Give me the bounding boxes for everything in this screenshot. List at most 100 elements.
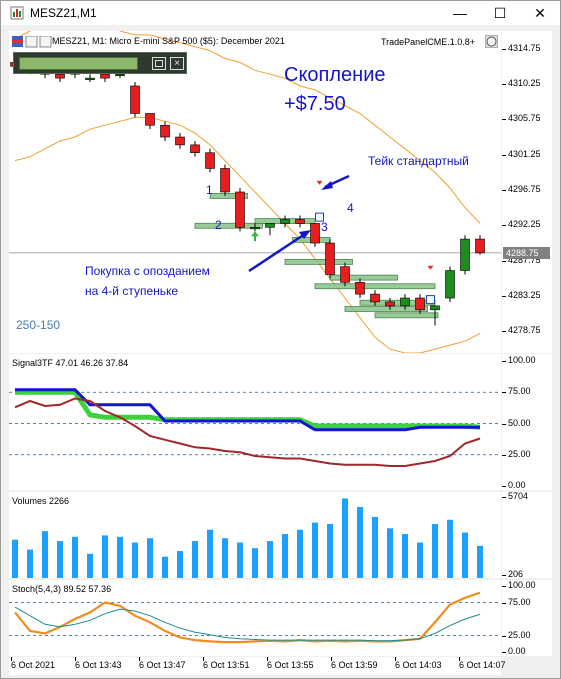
price-tick [502,296,506,298]
volume-bar[interactable] [237,542,243,578]
signal-chart[interactable] [9,354,501,490]
volume-bar[interactable] [162,556,168,578]
panel-restore-icon[interactable] [152,57,166,70]
price-tick [502,225,506,227]
level-rect [209,193,248,199]
candle-body[interactable] [265,223,275,228]
volume-bar[interactable] [342,498,348,578]
trade-mini-panel[interactable]: × [13,52,187,74]
volume-chart[interactable] [9,492,501,578]
main-chart-pane[interactable]: MESZ21, M1: Micro E-mini S&P 500 ($5): D… [9,31,501,353]
volume-bar[interactable] [12,539,18,578]
candle-body[interactable] [310,223,320,244]
annotation-profit: +$7.50 [284,93,346,115]
volume-bar[interactable] [312,522,318,578]
volume-bar[interactable] [447,519,453,578]
expert-smiley-icon [485,35,498,48]
close-button[interactable]: ✕ [534,5,546,21]
candle-body[interactable] [340,266,350,283]
candle-body[interactable] [445,270,455,299]
minimize-button[interactable]: — [453,5,467,21]
candle-body[interactable] [280,219,290,224]
signal-pane[interactable]: Signal3TF 47.01 46.26 37.84 [9,354,501,490]
volume-bar[interactable] [417,542,423,578]
volume-bar[interactable] [297,529,303,578]
trade-progress-bar [19,57,138,70]
signal-axis[interactable]: 100.00 75.00 50.00 25.00 0.00 [502,354,552,490]
stoch-chart[interactable] [9,580,501,656]
trade-icon [39,36,52,48]
volume-bar[interactable] [72,536,78,578]
maximize-button[interactable]: ☐ [493,5,507,21]
stoch-line-1 [14,591,481,644]
price-axis[interactable]: 4314.75 4310.25 4305.75 4301.25 4296.75 4292.… [502,31,552,353]
candle-body[interactable] [250,227,260,230]
candle-body[interactable] [55,73,65,79]
candle-body[interactable] [220,168,230,193]
volume-bar[interactable] [372,516,378,578]
price-tick-label: 4305.75 [508,113,541,124]
volume-bar[interactable] [222,538,228,578]
volume-bar[interactable] [192,541,198,578]
volume-bar[interactable] [432,524,438,578]
candle-body[interactable] [460,238,470,271]
stoch-axis[interactable]: 100.00 75.00 25.00 0.00 [502,580,552,656]
stoch-pane[interactable]: Stoch(5,4,3) 89.52 57.36 [9,580,501,656]
price-tick [502,190,506,192]
candle-body[interactable] [235,191,245,228]
volume-bar[interactable] [117,536,123,578]
volume-bar[interactable] [207,529,213,578]
volume-bar[interactable] [177,551,183,578]
volume-axis[interactable]: 5704 206 [502,492,552,578]
level-rect [284,258,353,265]
volume-bar[interactable] [252,548,258,578]
volume-bar[interactable] [267,541,273,578]
volume-bar[interactable] [282,533,288,578]
volume-bar[interactable] [402,533,408,578]
candle-body[interactable] [205,152,215,169]
candle-body[interactable] [475,238,485,254]
candle-body[interactable] [130,85,140,114]
volume-bar[interactable] [87,553,93,578]
time-tick [139,657,140,661]
candle-body[interactable] [400,297,410,307]
candle-body[interactable] [355,282,365,295]
volume-bar[interactable] [477,545,483,578]
candle-body[interactable] [370,293,380,303]
volume-bar[interactable] [147,538,153,578]
candle-body[interactable] [430,305,440,311]
panel-close-icon[interactable]: × [170,57,184,70]
candle-body[interactable] [190,144,200,154]
candle-body[interactable] [160,124,170,138]
chart-header-icons [12,36,52,48]
volume-bar[interactable] [132,542,138,578]
candle-body[interactable] [145,113,155,126]
candle-body[interactable] [325,242,335,275]
volume-pane[interactable]: Volumes 2266 [9,492,501,578]
candle-body[interactable] [175,136,185,146]
candle-body[interactable] [385,301,395,307]
volume-bar[interactable] [462,532,468,578]
volume-bar[interactable] [102,535,108,578]
buy-pointer-arrow-head [299,230,311,239]
level-rect [329,274,398,281]
volume-bar[interactable] [57,541,63,578]
order-marker-icon[interactable] [315,212,324,222]
volume-bar[interactable] [387,528,393,578]
time-tick [331,657,332,661]
candle-body[interactable] [115,73,125,76]
candle-body[interactable] [295,219,305,224]
candle-body[interactable] [415,297,425,311]
volume-tick-label: 206 [508,569,524,578]
volume-bar[interactable] [357,506,363,578]
candle-body[interactable] [85,77,95,80]
candle-body[interactable] [100,73,110,79]
time-tick-label: 6 Oct 13:43 [75,660,122,670]
order-marker-icon[interactable] [426,295,435,305]
signal-tick [502,361,506,362]
chart-header-title: MESZ21, M1: Micro E-mini S&P 500 ($5): D… [52,36,285,46]
volume-bar[interactable] [327,524,333,578]
volume-bar[interactable] [27,549,33,578]
price-chart[interactable] [9,31,501,353]
volume-bar[interactable] [42,531,48,578]
